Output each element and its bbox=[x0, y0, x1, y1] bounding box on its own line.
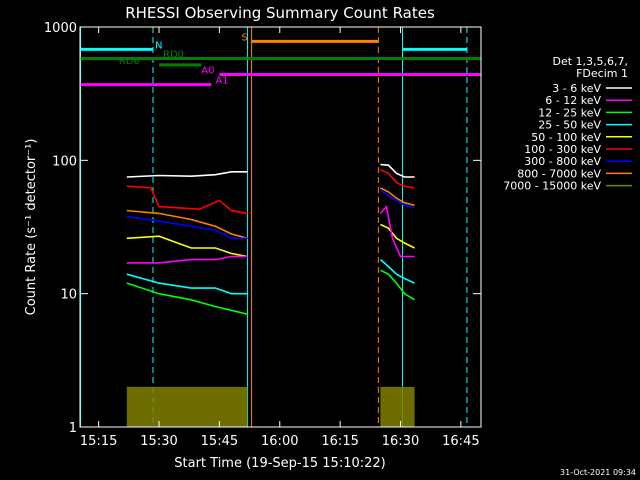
legend-header: Det 1,3,5,6,7, bbox=[552, 55, 628, 68]
y-tick-label: 1000 bbox=[44, 21, 77, 36]
chart-title: RHESSI Observing Summary Count Rates bbox=[125, 4, 435, 22]
y-tick-label: 10 bbox=[60, 288, 77, 303]
legend-entry-label: 50 - 100 keV bbox=[531, 131, 601, 144]
legend-entry-label: 25 - 50 keV bbox=[538, 119, 601, 132]
series-line bbox=[126, 282, 248, 316]
x-tick-label: 16:00 bbox=[261, 434, 298, 449]
x-tick-label: 16:45 bbox=[442, 434, 479, 449]
y-tick-label: 100 bbox=[52, 154, 77, 169]
legend-header: FDecim 1 bbox=[576, 67, 628, 80]
axis-ticks: 15:15 15:30 15:45 16:00 16:15 16:30 16:45 1 10 10… bbox=[44, 21, 481, 449]
legend-entry-label: 6 - 12 keV bbox=[545, 94, 601, 107]
series-line bbox=[379, 189, 415, 209]
series-line bbox=[126, 235, 248, 258]
flag-label: RD0 bbox=[163, 50, 184, 61]
legend-entry-label: 7000 - 15000 keV bbox=[503, 180, 601, 193]
x-axis-label: Start Time (19-Sep-15 15:10:22) bbox=[174, 456, 385, 471]
series-line bbox=[380, 223, 415, 249]
legend-entry-label: 800 - 7000 keV bbox=[517, 167, 601, 180]
series-line bbox=[380, 168, 415, 189]
series-line bbox=[126, 255, 248, 264]
series-line bbox=[126, 273, 248, 295]
series-line bbox=[379, 258, 415, 284]
series-line bbox=[380, 187, 415, 207]
x-tick-label: 15:30 bbox=[140, 434, 177, 449]
legend-entry-label: 3 - 6 keV bbox=[552, 82, 601, 95]
flag-label: A0 bbox=[201, 66, 214, 77]
y-axis-label: Count Rate (s⁻¹ detector⁻¹) bbox=[24, 139, 39, 316]
flag-label: S bbox=[242, 32, 248, 43]
series-segment-block bbox=[126, 386, 248, 427]
legend-entry-label: 300 - 800 keV bbox=[524, 155, 601, 168]
series-line bbox=[126, 171, 248, 178]
y-tick-label: 1 bbox=[69, 421, 77, 436]
timestamp-label: 31-Oct-2021 09:34 bbox=[560, 468, 636, 477]
series-line bbox=[126, 215, 248, 240]
series-line bbox=[380, 163, 415, 178]
series-line bbox=[126, 185, 248, 215]
series-line bbox=[379, 204, 415, 258]
x-tick-label: 15:15 bbox=[80, 434, 117, 449]
flag-label: A1 bbox=[215, 76, 228, 87]
series-line bbox=[380, 269, 416, 301]
legend-entry-label: 100 - 300 keV bbox=[524, 143, 601, 156]
legend-entry-label: 12 - 25 keV bbox=[538, 106, 601, 119]
x-tick-label: 16:30 bbox=[382, 434, 419, 449]
series-line bbox=[126, 209, 248, 240]
x-tick-label: 15:45 bbox=[201, 434, 238, 449]
series-segment-block bbox=[380, 386, 415, 427]
x-tick-label: 16:15 bbox=[321, 434, 358, 449]
flag-label: N bbox=[155, 40, 162, 51]
plot-frame bbox=[79, 26, 482, 428]
flag-label: RD6 bbox=[119, 56, 140, 67]
